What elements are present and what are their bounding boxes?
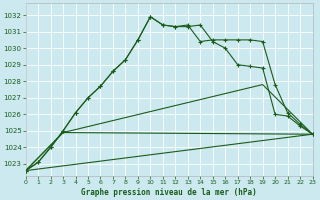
X-axis label: Graphe pression niveau de la mer (hPa): Graphe pression niveau de la mer (hPa) bbox=[81, 188, 257, 197]
